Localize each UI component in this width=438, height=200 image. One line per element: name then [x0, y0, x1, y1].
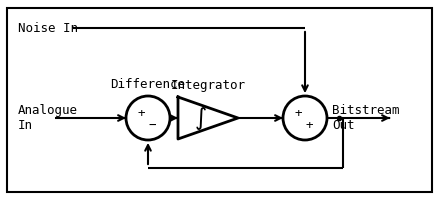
Text: Bitstream
Out: Bitstream Out	[331, 104, 399, 132]
Text: +: +	[293, 106, 301, 119]
Text: −: −	[148, 118, 155, 132]
Text: +: +	[137, 106, 145, 119]
Text: Integrator: Integrator	[170, 78, 245, 92]
Text: Noise In: Noise In	[18, 21, 78, 34]
Text: +: +	[304, 118, 312, 132]
Text: $\int$: $\int$	[193, 104, 206, 132]
Text: Difference: Difference	[110, 78, 185, 92]
Text: Analogue
In: Analogue In	[18, 104, 78, 132]
